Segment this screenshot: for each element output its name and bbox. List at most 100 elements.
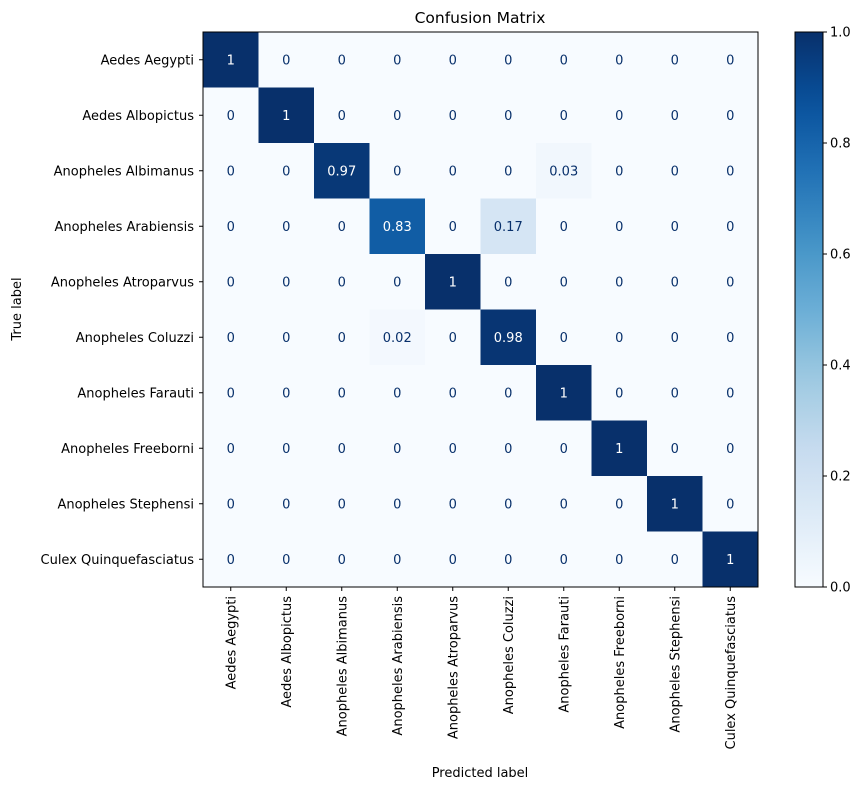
cell-value-label: 0 <box>726 53 734 68</box>
cell-value-label: 0 <box>393 386 401 401</box>
heatmap-cell <box>536 309 592 366</box>
cell-value-label: 0 <box>449 442 457 457</box>
cell-value-label: 0 <box>282 553 290 568</box>
cell-value-label: 0 <box>393 275 401 290</box>
cell-value-label: 0 <box>671 109 679 124</box>
x-tick-label: Anopheles Atroparvus <box>446 596 461 739</box>
x-tick-label: Anopheles Coluzzi <box>502 596 517 714</box>
cell-value-label: 0 <box>393 497 401 512</box>
x-tick-label: Anopheles Stephensi <box>668 596 683 733</box>
cell-value-label: 0 <box>338 275 346 290</box>
heatmap-cell <box>647 365 703 421</box>
heatmap-cell <box>591 87 648 144</box>
heatmap-cell <box>536 32 592 88</box>
heatmap-cell <box>425 365 481 421</box>
heatmap-cell <box>203 254 259 310</box>
colorbar-tick-label: 0.2 <box>830 470 851 485</box>
heatmap-cell <box>480 309 537 366</box>
cell-value-label: 0 <box>227 164 235 179</box>
colorbar-tick-label: 0.8 <box>830 137 851 152</box>
cell-value-label: 0 <box>615 386 623 401</box>
heatmap-cell <box>591 531 648 588</box>
cell-value-label: 0 <box>282 331 290 346</box>
heatmap-cell <box>480 254 537 310</box>
cell-value-label: 0 <box>671 331 679 346</box>
heatmap-cell <box>647 87 703 144</box>
heatmap-cell <box>702 309 759 366</box>
heatmap-cell <box>314 476 370 532</box>
y-tick-label: Anopheles Stephensi <box>57 497 194 512</box>
heatmap-cell <box>314 420 370 477</box>
heatmap-cell <box>702 87 759 144</box>
y-tick-label: Anopheles Farauti <box>77 386 194 401</box>
cell-value-label: 1 <box>560 386 568 401</box>
cell-value-label: 0 <box>615 164 623 179</box>
heatmap-cell <box>591 365 648 421</box>
heatmap-cell <box>536 365 592 421</box>
heatmap-cell <box>591 420 648 477</box>
x-tick-label: Anopheles Farauti <box>557 596 572 713</box>
cell-value-label: 0 <box>282 386 290 401</box>
cell-value-label: 0 <box>449 53 457 68</box>
heatmap-cell <box>258 32 315 88</box>
cell-value-label: 0 <box>504 553 512 568</box>
heatmap-cell <box>203 198 259 255</box>
y-tick-label: Culex Quinquefasciatus <box>41 553 195 568</box>
cell-value-label: 1 <box>449 275 457 290</box>
heatmap-cell <box>480 476 537 532</box>
cell-value-label: 0 <box>560 442 568 457</box>
heatmap-cell <box>258 143 315 199</box>
heatmap-cell <box>314 87 370 144</box>
cell-value-label: 0 <box>393 553 401 568</box>
cell-value-label: 0 <box>227 275 235 290</box>
cell-value-label: 0 <box>504 275 512 290</box>
cell-value-label: 1 <box>726 553 734 568</box>
colorbar-tick-label: 1.0 <box>830 26 851 41</box>
heatmap-cell <box>425 531 481 588</box>
cell-value-label: 0 <box>504 53 512 68</box>
x-tick-label: Anopheles Freeborni <box>613 596 628 729</box>
cell-value-label: 0 <box>560 109 568 124</box>
heatmap-cells <box>203 32 759 588</box>
cell-value-label: 0 <box>615 53 623 68</box>
cell-value-label: 0 <box>227 497 235 512</box>
heatmap-cell <box>647 198 703 255</box>
cell-value-label: 0 <box>449 164 457 179</box>
cell-value-label: 0 <box>726 331 734 346</box>
heatmap-cell <box>647 143 703 199</box>
cell-value-label: 0 <box>671 53 679 68</box>
heatmap-cell <box>425 198 481 255</box>
heatmap-cell <box>702 32 759 88</box>
cell-value-label: 1 <box>615 442 623 457</box>
cell-value-label: 0 <box>338 497 346 512</box>
heatmap-cell <box>258 365 315 421</box>
cell-value-label: 0 <box>560 497 568 512</box>
heatmap-cell <box>647 32 703 88</box>
heatmap-cell <box>536 87 592 144</box>
cell-value-label: 0 <box>393 442 401 457</box>
heatmap-cell <box>369 254 426 310</box>
heatmap-cell <box>258 254 315 310</box>
cell-value-label: 0 <box>282 53 290 68</box>
cell-value-label: 0 <box>393 109 401 124</box>
heatmap-cell <box>203 365 259 421</box>
heatmap-cell <box>203 476 259 532</box>
heatmap-cell <box>425 87 481 144</box>
y-tick-label: Aedes Albopictus <box>82 109 194 124</box>
cell-value-label: 0 <box>504 109 512 124</box>
cell-value-label: 0 <box>671 442 679 457</box>
y-tick-label: Anopheles Arabiensis <box>54 220 194 235</box>
y-tick-label: Anopheles Atroparvus <box>51 275 194 290</box>
x-tick-label: Aedes Aegypti <box>224 596 239 689</box>
heatmap-cell <box>258 531 315 588</box>
heatmap-cell <box>647 531 703 588</box>
cell-value-label: 0 <box>338 386 346 401</box>
cell-value-label: 0 <box>726 164 734 179</box>
cell-value-label: 0.83 <box>383 220 412 235</box>
cell-value-label: 0 <box>338 331 346 346</box>
heatmap-cell <box>480 32 537 88</box>
heatmap-cell <box>425 143 481 199</box>
y-tick-label: Anopheles Freeborni <box>61 442 194 457</box>
y-tick-label: Aedes Aegypti <box>101 53 194 68</box>
